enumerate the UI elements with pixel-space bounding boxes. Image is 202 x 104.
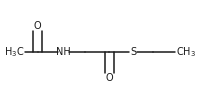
Text: S: S xyxy=(129,47,136,57)
Text: O: O xyxy=(34,21,41,31)
Text: CH$_3$: CH$_3$ xyxy=(175,45,195,59)
Text: NH: NH xyxy=(56,47,70,57)
Text: H$_3$C: H$_3$C xyxy=(4,45,24,59)
Text: O: O xyxy=(105,73,113,83)
